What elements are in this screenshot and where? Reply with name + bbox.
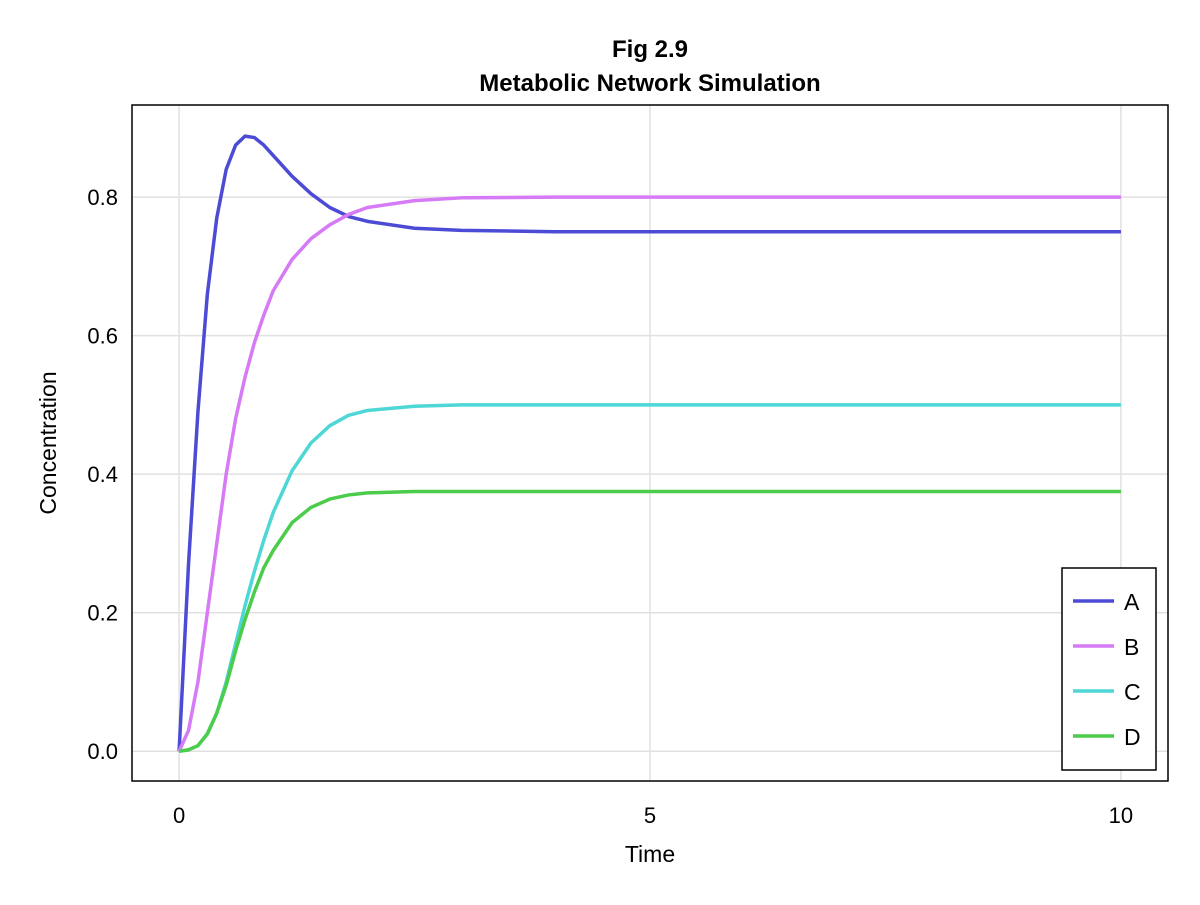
- plot-frame: [131, 104, 1169, 782]
- legend-label: C: [1124, 679, 1141, 705]
- x-axis-label: Time: [625, 841, 675, 867]
- series-line-B: [177, 195, 1121, 752]
- series-line-D: [178, 489, 1121, 753]
- y-tick-label: 0.4: [87, 462, 118, 487]
- grid: [132, 105, 1168, 781]
- y-tick-label: 0.0: [87, 739, 118, 764]
- chart-title: Fig 2.9: [612, 36, 688, 63]
- x-tick-label: 5: [644, 803, 656, 828]
- legend-label: A: [1124, 589, 1140, 615]
- chart-subtitle: Metabolic Network Simulation: [479, 70, 820, 97]
- legend-label: B: [1124, 634, 1139, 660]
- legend-box: [1061, 567, 1157, 771]
- y-tick-label: 0.8: [87, 185, 118, 210]
- x-tick-label: 0: [173, 803, 185, 828]
- ticks: 0 5 10 0.0 0.2 0.4 0.6 0.8: [87, 185, 1133, 828]
- x-tick-label: 10: [1109, 803, 1133, 828]
- legend-label: D: [1124, 724, 1141, 750]
- series-line-A: [177, 134, 1121, 752]
- y-tick-label: 0.6: [87, 324, 118, 349]
- series-group: [177, 134, 1121, 753]
- y-tick-label: 0.2: [87, 601, 118, 626]
- y-axis-label: Concentration: [35, 371, 61, 514]
